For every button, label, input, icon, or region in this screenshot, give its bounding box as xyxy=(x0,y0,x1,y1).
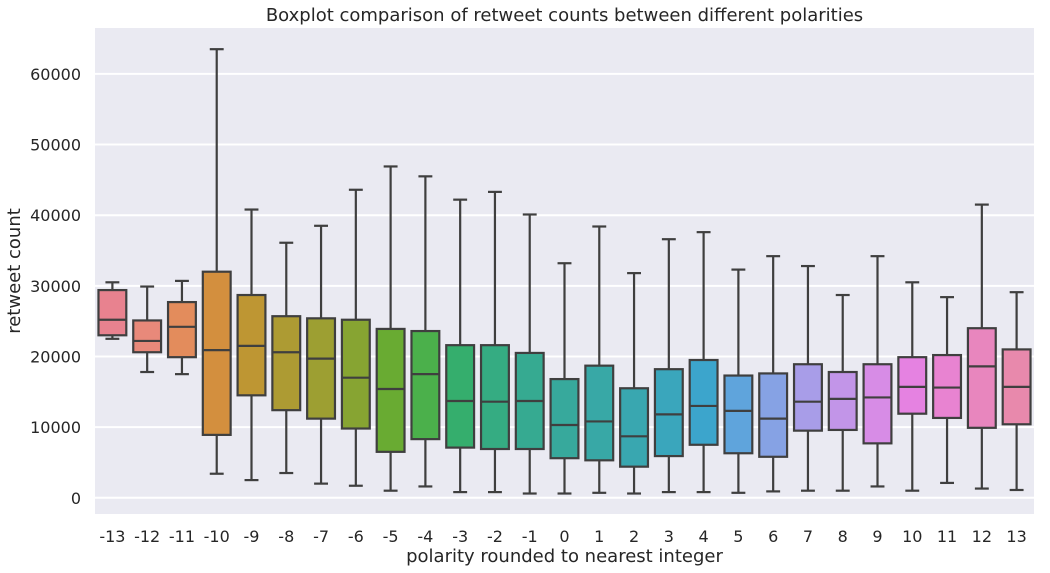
box-13 xyxy=(1001,291,1032,492)
box--5 xyxy=(375,165,406,492)
box-2 xyxy=(619,272,650,495)
box-1 xyxy=(584,225,615,494)
box--11 xyxy=(166,279,197,376)
box--9 xyxy=(236,208,267,482)
y-tick-label: 10000 xyxy=(30,418,81,437)
box--7 xyxy=(306,224,337,485)
x-tick-label: 3 xyxy=(664,527,674,546)
iqr-box xyxy=(340,318,371,430)
y-tick-label: 20000 xyxy=(30,347,81,366)
x-tick-label: -11 xyxy=(169,527,195,546)
y-tick-label: 0 xyxy=(71,489,81,508)
x-tick-label: -6 xyxy=(348,527,364,546)
chart-title: Boxplot comparison of retweet counts bet… xyxy=(266,5,863,26)
box-6 xyxy=(758,255,789,493)
box-11 xyxy=(932,296,963,485)
x-tick-label: 12 xyxy=(972,527,992,546)
y-tick-label: 40000 xyxy=(30,206,81,225)
box--3 xyxy=(445,198,476,494)
iqr-box xyxy=(166,300,197,359)
box-3 xyxy=(653,238,684,494)
x-tick-label: 2 xyxy=(629,527,639,546)
x-tick-label: -9 xyxy=(244,527,260,546)
x-tick-label: -5 xyxy=(383,527,399,546)
iqr-box xyxy=(897,356,928,415)
iqr-box xyxy=(306,317,337,420)
x-axis-label: polarity rounded to nearest integer xyxy=(406,546,723,567)
y-tick-label: 50000 xyxy=(30,136,81,155)
iqr-box xyxy=(619,387,650,468)
box-5 xyxy=(723,268,754,494)
x-tick-label: 0 xyxy=(559,527,569,546)
x-tick-label: 6 xyxy=(768,527,778,546)
x-tick-label: 1 xyxy=(594,527,604,546)
x-tick-label: 4 xyxy=(699,527,709,546)
x-tick-label: -2 xyxy=(487,527,503,546)
x-tick-label: 8 xyxy=(838,527,848,546)
box--6 xyxy=(340,188,371,487)
box--12 xyxy=(132,285,163,374)
box--10 xyxy=(201,48,232,475)
iqr-box xyxy=(132,319,163,354)
iqr-box xyxy=(723,374,754,455)
iqr-box xyxy=(792,363,823,432)
box-7 xyxy=(792,264,823,492)
x-tick-label: -13 xyxy=(99,527,125,546)
x-tick-label: -7 xyxy=(313,527,329,546)
y-axis-label: retweet count xyxy=(4,208,25,334)
y-tick-label: 60000 xyxy=(30,65,81,84)
boxes-group xyxy=(97,48,1032,495)
x-tick-label: -1 xyxy=(522,527,538,546)
x-tick-label: 10 xyxy=(902,527,922,546)
box-12 xyxy=(966,203,997,490)
iqr-box xyxy=(97,288,128,337)
x-tick-label: -4 xyxy=(417,527,433,546)
iqr-box xyxy=(688,358,719,446)
box-10 xyxy=(897,281,928,492)
iqr-box xyxy=(584,364,615,462)
box--4 xyxy=(410,175,441,488)
box--13 xyxy=(97,281,128,340)
box-4 xyxy=(688,231,719,494)
iqr-box xyxy=(271,315,302,412)
iqr-box xyxy=(375,327,406,453)
box--8 xyxy=(271,241,302,475)
iqr-box xyxy=(549,377,580,460)
x-tick-label: -8 xyxy=(278,527,294,546)
iqr-box xyxy=(758,372,789,458)
x-tick-label: 13 xyxy=(1006,527,1026,546)
box-9 xyxy=(862,255,893,488)
box-0 xyxy=(549,262,580,495)
x-tick-label: -12 xyxy=(134,527,160,546)
iqr-box xyxy=(201,270,232,436)
iqr-box xyxy=(862,363,893,445)
iqr-box xyxy=(653,368,684,458)
x-tick-label: -3 xyxy=(452,527,468,546)
x-tick-label: 9 xyxy=(872,527,882,546)
iqr-box xyxy=(966,327,997,429)
iqr-box xyxy=(445,344,476,449)
x-tick-label: -10 xyxy=(204,527,230,546)
iqr-box xyxy=(479,344,510,451)
y-tick-label: 30000 xyxy=(30,277,81,296)
x-tick-label: 7 xyxy=(803,527,813,546)
box--2 xyxy=(479,190,510,494)
box--1 xyxy=(514,213,545,495)
x-ticks: -13 -12 -11 -10 -9 -8 -7 -6 -5 -4 -3 -2 -1 0 1 2 3 4 5 6 7 8 9… xyxy=(99,527,1026,546)
y-ticks: 0 10000 20000 30000 40000 50000 60000 xyxy=(30,65,81,508)
x-tick-label: 11 xyxy=(937,527,957,546)
box-8 xyxy=(827,293,858,492)
iqr-box xyxy=(410,329,441,441)
iqr-box xyxy=(827,370,858,432)
x-tick-label: 5 xyxy=(733,527,743,546)
